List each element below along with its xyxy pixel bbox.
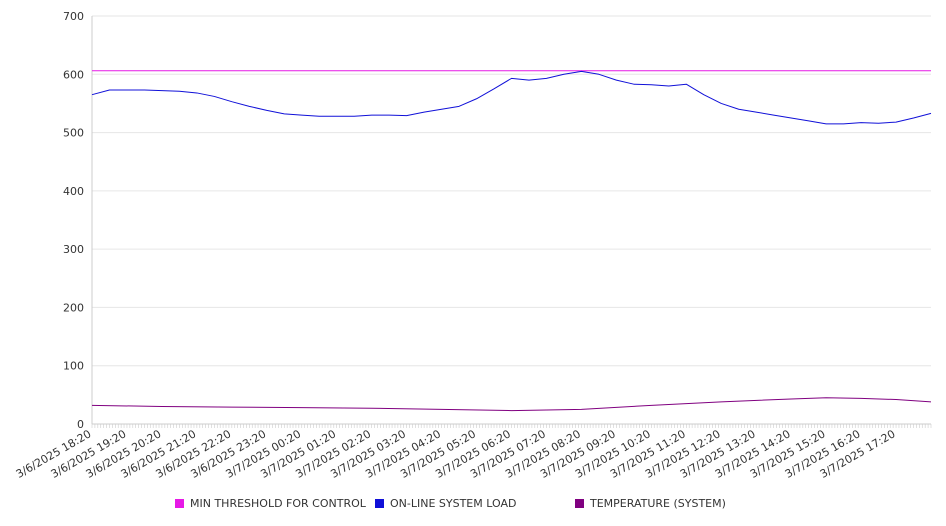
series-lines <box>91 70 932 412</box>
legend-swatch-temperature <box>575 499 584 508</box>
axes <box>91 16 932 428</box>
y-axis-ticks: 0 100 200 300 400 500 600 700 <box>63 10 84 431</box>
legend-swatch-threshold <box>175 499 184 508</box>
x-axis-ticks: 3/6/2025 18:203/6/2025 19:203/6/2025 20:… <box>14 427 898 481</box>
y-tick-label-100: 100 <box>63 360 84 373</box>
y-tick-label-700: 700 <box>63 10 84 23</box>
y-tick-label-200: 200 <box>63 301 84 314</box>
legend-item-temperature[interactable]: TEMPERATURE (SYSTEM) <box>575 497 726 510</box>
series-line-1 <box>91 70 932 125</box>
y-tick-label-500: 500 <box>63 127 84 140</box>
legend-item-threshold[interactable]: MIN THRESHOLD FOR CONTROL <box>175 497 366 510</box>
gridlines <box>92 15 931 367</box>
legend-item-system-load[interactable]: ON-LINE SYSTEM LOAD <box>375 497 516 510</box>
y-tick-label-400: 400 <box>63 185 84 198</box>
y-tick-label-600: 600 <box>63 68 84 81</box>
x-minor-ticks <box>91 424 932 428</box>
legend-label-threshold: MIN THRESHOLD FOR CONTROL <box>190 497 366 510</box>
legend-label-temperature: TEMPERATURE (SYSTEM) <box>590 497 726 510</box>
series-line-2 <box>91 397 932 412</box>
legend-swatch-system-load <box>375 499 384 508</box>
legend: MIN THRESHOLD FOR CONTROL ON-LINE SYSTEM… <box>0 497 946 513</box>
y-tick-label-300: 300 <box>63 243 84 256</box>
legend-label-system-load: ON-LINE SYSTEM LOAD <box>390 497 517 510</box>
y-tick-label-0: 0 <box>77 418 84 431</box>
